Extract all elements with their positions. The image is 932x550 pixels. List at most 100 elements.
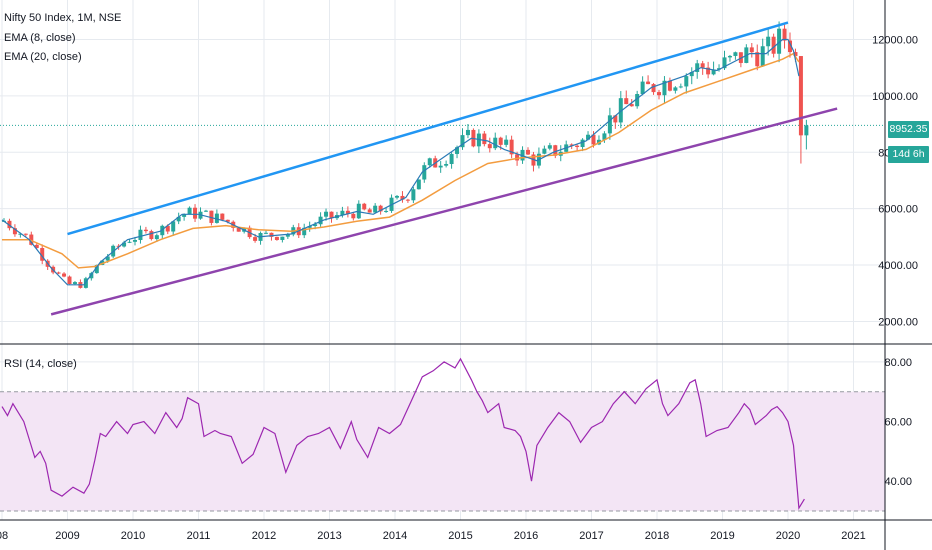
rsi-band: [0, 391, 885, 512]
candle-body: [236, 227, 241, 232]
ema8-legend[interactable]: EMA (8, close): [4, 32, 76, 44]
candle-body: [340, 210, 345, 216]
candle-body: [193, 207, 198, 219]
y-tick-label: 6000.00: [878, 204, 918, 216]
candle-body: [122, 242, 127, 247]
candle-body: [755, 52, 760, 67]
candle-body: [313, 224, 318, 227]
candle-body: [618, 98, 623, 123]
candle-body: [482, 133, 487, 145]
candle-body: [67, 276, 72, 284]
rsi-tick-label: 40.00: [884, 476, 912, 488]
candle-body: [438, 165, 443, 168]
candle-body: [509, 139, 514, 155]
x-tick-label: 2011: [187, 530, 211, 542]
price-axis[interactable]: 2000.004000.006000.008000.0010000.001200…: [872, 34, 918, 328]
candle-body: [515, 154, 520, 161]
candle-body: [504, 139, 509, 145]
rsi-legend[interactable]: RSI (14, close): [4, 358, 77, 370]
candle-body: [465, 129, 470, 136]
candle-body: [613, 115, 618, 123]
rsi-axis[interactable]: 40.00 60.00 80.00: [884, 357, 912, 488]
candle-body: [782, 28, 787, 41]
candle-body: [264, 232, 268, 234]
candle-body: [345, 210, 350, 214]
candle-body: [56, 272, 61, 274]
candle-body: [143, 229, 148, 232]
candle-body: [400, 195, 405, 200]
candle-body: [62, 273, 67, 277]
candle-body: [18, 233, 23, 235]
candle-body: [673, 87, 678, 91]
rsi-tick-label: 60.00: [884, 417, 912, 429]
x-tick-label: 2020: [776, 530, 800, 542]
candle-body: [411, 189, 416, 201]
candle-body: [553, 145, 558, 156]
candle-body: [706, 67, 711, 75]
y-tick-label: 2000.00: [878, 316, 918, 328]
candle-body: [214, 213, 219, 223]
candle-body: [72, 282, 77, 284]
candle-body: [405, 199, 410, 201]
candle-body: [367, 209, 372, 213]
x-tick-label: 2014: [383, 530, 407, 542]
candle-body: [182, 214, 187, 217]
x-tick-label: 2012: [252, 530, 276, 542]
candle-body: [269, 232, 274, 237]
candle-body: [711, 69, 716, 75]
lower-channel-line[interactable]: [50, 107, 838, 316]
candle-body: [149, 231, 154, 240]
x-tick-label: 08: [0, 530, 8, 542]
candle-body: [487, 144, 492, 149]
candle-body: [657, 92, 661, 96]
candle-body: [700, 63, 705, 68]
candle-body: [542, 148, 547, 154]
candle-body: [395, 195, 399, 198]
candle-body: [526, 149, 530, 155]
candle-body: [302, 227, 307, 236]
candle-body: [580, 139, 585, 148]
x-tick-label: 2021: [841, 530, 865, 542]
rsi-tick-label: 80.00: [884, 357, 912, 369]
countdown-badge: 14d 6h: [888, 146, 929, 163]
upper-channel-line[interactable]: [67, 21, 789, 236]
x-tick-label: 2016: [514, 530, 538, 542]
candle-body: [607, 115, 612, 134]
candle-body: [460, 135, 465, 148]
candle-body: [427, 158, 432, 166]
symbol-legend[interactable]: Nifty 50 Index, 1M, NSE: [4, 12, 122, 24]
y-tick-label: 4000.00: [878, 260, 918, 272]
candle-body: [307, 226, 312, 228]
candle-body: [493, 137, 498, 149]
candle-body: [285, 234, 290, 237]
candle-body: [684, 76, 689, 87]
candle-body: [384, 210, 389, 212]
candle-body: [804, 125, 809, 136]
x-tick-label: 2017: [579, 530, 603, 542]
candle-body: [416, 179, 421, 190]
candle-body: [160, 225, 165, 236]
price-grid: [0, 0, 885, 344]
time-axis[interactable]: 08 2009 2010 2011 2012 2013 2014 2015 2016 2017 20…: [0, 530, 866, 542]
candle-body: [329, 211, 334, 219]
candle-body: [662, 80, 667, 96]
candle-body: [624, 98, 629, 105]
candle-body: [498, 137, 503, 145]
ema20-legend[interactable]: EMA (20, close): [4, 51, 82, 63]
candle-body: [209, 210, 214, 223]
candles: [2, 21, 809, 289]
candle-body: [138, 229, 143, 241]
candle-body: [274, 236, 279, 240]
candle-body: [586, 134, 591, 140]
candle-body: [23, 233, 28, 235]
candle-body: [798, 56, 803, 136]
candle-body: [760, 46, 765, 67]
candle-body: [575, 145, 580, 148]
candle-body: [771, 36, 776, 54]
x-tick-label: 2015: [448, 530, 472, 542]
ema20-line: [2, 52, 800, 269]
candle-body: [591, 134, 596, 145]
candle-body: [351, 213, 356, 219]
candle-body: [373, 205, 378, 213]
